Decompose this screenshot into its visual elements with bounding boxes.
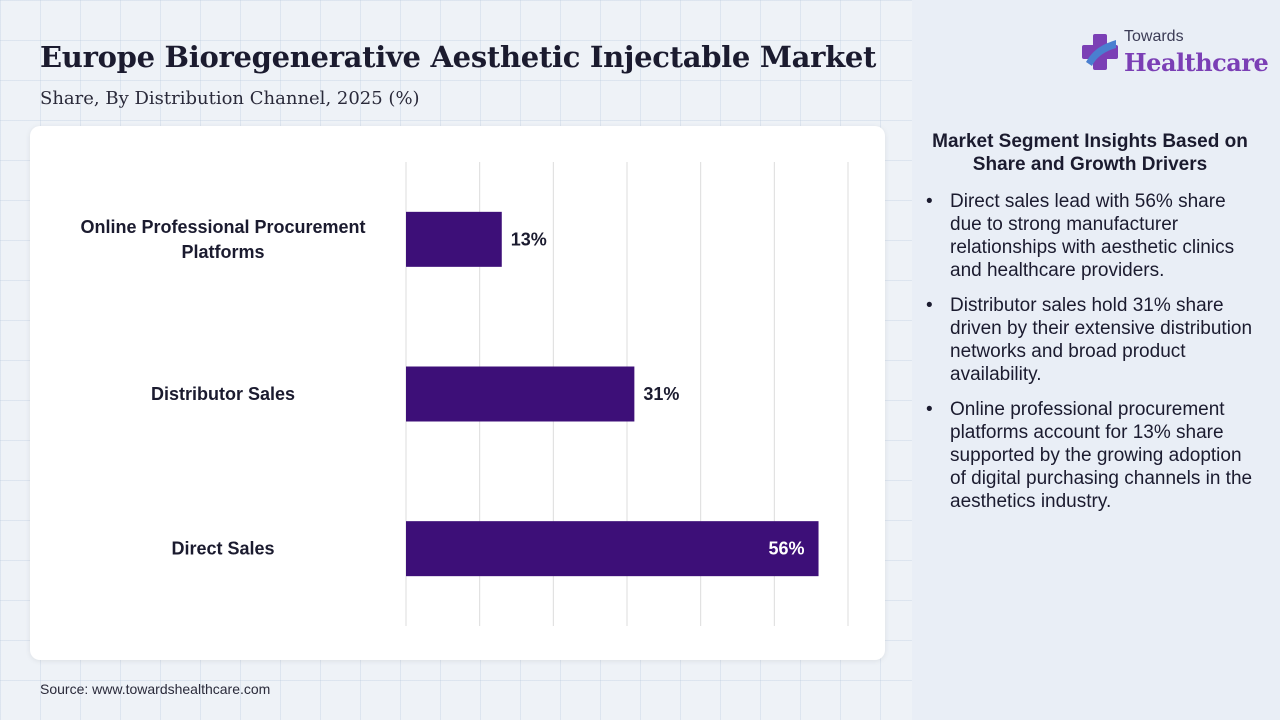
chart-card: Online Professional Procurement Platforms…	[30, 126, 885, 660]
insight-text: Distributor sales hold 31% share driven …	[950, 295, 1253, 385]
category-label: Online Professional Procurement	[80, 217, 365, 237]
insights-panel	[912, 0, 1280, 720]
data-label: 31%	[643, 384, 679, 404]
main-area: Europe Bioregenerative Aesthetic Injecta…	[30, 40, 885, 697]
medical-cross-icon	[1082, 34, 1118, 70]
category-label: Direct Sales	[171, 539, 274, 559]
insight-item: • Online professional procurement platfo…	[922, 398, 1258, 513]
bar-chart: Online Professional Procurement Platforms…	[80, 162, 849, 626]
insights-list: • Direct sales lead with 56% share due t…	[922, 190, 1258, 525]
insight-text: Online professional procurement platform…	[950, 399, 1253, 512]
logo-text-top: Towards	[1124, 28, 1184, 45]
bullet-icon: •	[926, 295, 933, 316]
logo: Towards Healthcare	[1080, 28, 1269, 78]
bar	[406, 521, 819, 577]
category-label: Distributor Sales	[151, 384, 295, 404]
bullet-icon: •	[926, 399, 933, 420]
bar	[406, 211, 502, 267]
source-note: Source: www.towardshealthcare.com	[40, 681, 271, 697]
insight-item: • Direct sales lead with 56% share due t…	[922, 190, 1258, 282]
insight-text: Direct sales lead with 56% share due to …	[950, 191, 1235, 281]
bullet-icon: •	[926, 191, 933, 212]
insight-item: • Distributor sales hold 31% share drive…	[922, 294, 1258, 386]
page-title: Europe Bioregenerative Aesthetic Injecta…	[40, 40, 877, 74]
category-label: Platforms	[181, 242, 264, 262]
data-label: 13%	[511, 229, 547, 249]
insights-title: Market Segment Insights Based on Share a…	[932, 131, 1248, 175]
data-label: 56%	[769, 539, 805, 559]
logo-text-main: Healthcare	[1124, 48, 1269, 77]
bar	[406, 366, 635, 422]
page-subtitle: Share, By Distribution Channel, 2025 (%)	[40, 88, 420, 109]
